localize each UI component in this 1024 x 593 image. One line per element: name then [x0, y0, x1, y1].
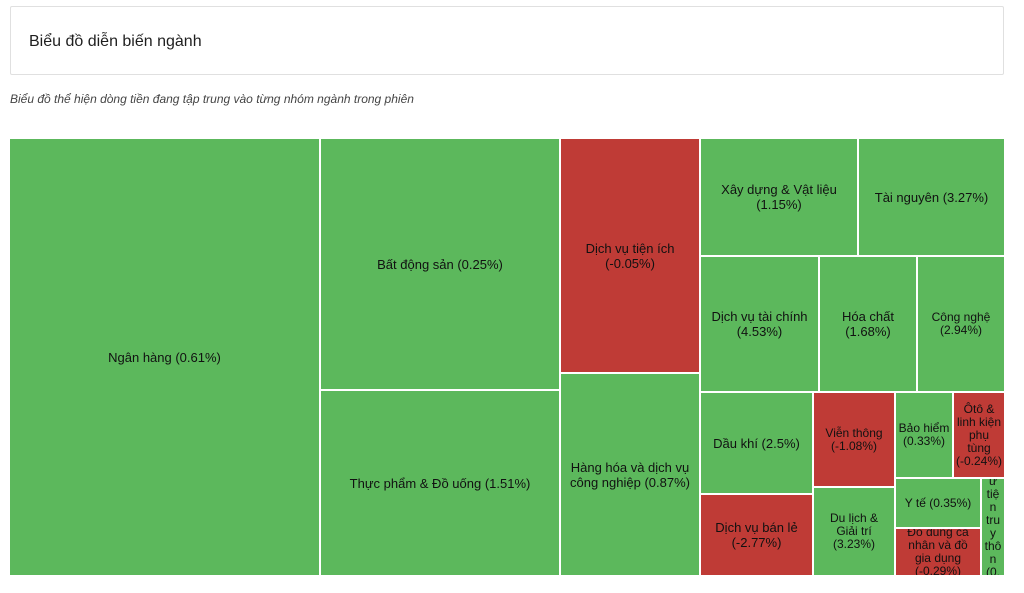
treemap-tile-label: Dầu khí (2.5%)	[713, 435, 800, 451]
treemap-tile-label: Dịch vụ bán lẻ (-2.77%)	[715, 520, 798, 550]
chart-header-card: Biểu đồ diễn biến ngành	[10, 6, 1004, 75]
treemap-tile-label: Bất động sản (0.25%)	[377, 256, 503, 272]
treemap-tile-label: Thực phẩm & Đồ uống (1.51%)	[349, 475, 531, 491]
treemap-tile-vien-thong[interactable]: Viễn thông (-1.08%)	[814, 393, 896, 488]
chart-subtitle: Biểu đồ thể hiện dòng tiền đang tập trun…	[10, 92, 414, 106]
treemap-tile-label: Ôtô & linh kiện phụ tùng (-0.24%)	[956, 401, 1003, 468]
sector-treemap: Ngân hàng (0.61%) Bất động sản (0.25%) Thự…	[10, 139, 1006, 577]
treemap-tile-phuong-tien-truyen-thong[interactable]: Phư tiện truy thôn (0.5	[982, 479, 1006, 577]
treemap-tile-tai-nguyen[interactable]: Tài nguyên (3.27%)	[859, 139, 1006, 257]
treemap-tile-dich-vu-tien-ich[interactable]: Dịch vụ tiện ích (-0.05%)	[561, 139, 701, 374]
treemap-tile-thuc-pham-do-uong[interactable]: Thực phẩm & Đồ uống (1.51%)	[321, 391, 561, 577]
treemap-tile-label: Hóa chất (1.68%)	[841, 309, 895, 339]
treemap-tile-label: Phư tiện truy thôn (0.5	[984, 479, 1002, 577]
treemap-tile-cong-nghe[interactable]: Công nghệ (2.94%)	[918, 257, 1006, 393]
treemap-tile-du-lich-giai-tri[interactable]: Du lịch & Giải trí (3.23%)	[814, 488, 896, 577]
treemap-tile-dau-khi[interactable]: Dầu khí (2.5%)	[701, 393, 814, 495]
treemap-tile-label: Dịch vụ tiện ích (-0.05%)	[585, 240, 675, 271]
treemap-tile-label: Đồ dùng cá nhân và đồ gia dụng (-0.29%)	[907, 529, 969, 577]
treemap-tile-dich-vu-ban-le[interactable]: Dịch vụ bán lẻ (-2.77%)	[701, 495, 814, 577]
treemap-tile-label: Công nghệ (2.94%)	[931, 310, 991, 337]
treemap-tile-oto-linh-kien-phu-tung[interactable]: Ôtô & linh kiện phụ tùng (-0.24%)	[954, 393, 1006, 479]
treemap-tile-ngan-hang[interactable]: Ngân hàng (0.61%)	[10, 139, 321, 577]
treemap-tile-y-te[interactable]: Y tế (0.35%)	[896, 479, 982, 529]
treemap-tile-label: Ngân hàng (0.61%)	[108, 349, 221, 365]
treemap-tile-do-dung-ca-nhan-va-do-gia-dung[interactable]: Đồ dùng cá nhân và đồ gia dụng (-0.29%)	[896, 529, 982, 577]
treemap-tile-label: Y tế (0.35%)	[904, 495, 972, 510]
treemap-tile-label: Hàng hóa và dịch vụ công nghiệp (0.87%)	[570, 459, 690, 490]
treemap-tile-label: Xây dựng & Vật liệu (1.15%)	[721, 182, 837, 212]
treemap-tile-label: Dịch vụ tài chính (4.53%)	[711, 309, 808, 339]
treemap-tile-hang-hoa-va-dich-vu-cong-nghiep[interactable]: Hàng hóa và dịch vụ công nghiệp (0.87%)	[561, 374, 701, 577]
treemap-tile-label: Tài nguyên (3.27%)	[874, 189, 989, 205]
treemap-tile-label: Viễn thông (-1.08%)	[825, 425, 883, 453]
page-title: Biểu đồ diễn biến ngành	[29, 33, 202, 50]
treemap-tile-label: Bảo hiểm (0.33%)	[898, 421, 950, 448]
treemap-tile-dich-vu-tai-chinh[interactable]: Dịch vụ tài chính (4.53%)	[701, 257, 820, 393]
treemap-tile-xay-dung-vat-lieu[interactable]: Xây dựng & Vật liệu (1.15%)	[701, 139, 859, 257]
treemap-tile-bat-dong-san[interactable]: Bất động sản (0.25%)	[321, 139, 561, 391]
treemap-tile-bao-hiem[interactable]: Bảo hiểm (0.33%)	[896, 393, 954, 479]
treemap-tile-hoa-chat[interactable]: Hóa chất (1.68%)	[820, 257, 918, 393]
treemap-tile-label: Du lịch & Giải trí (3.23%)	[829, 511, 879, 551]
